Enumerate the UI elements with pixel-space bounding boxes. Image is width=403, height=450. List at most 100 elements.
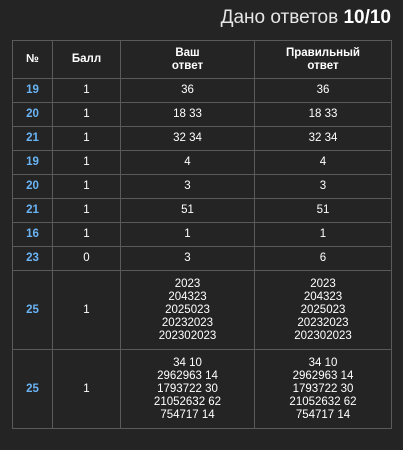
cell-line: 21052632 62 xyxy=(153,395,222,408)
cell-line: 36 xyxy=(181,84,194,96)
cell-line: 3 xyxy=(184,180,191,192)
cell-line: 3 xyxy=(184,252,191,264)
cell-line: 204323 xyxy=(168,290,207,303)
cell-line: 2023 xyxy=(174,277,201,290)
answer-cell: 1 xyxy=(120,222,255,247)
score-cell: 1 xyxy=(52,150,121,175)
cell-line: 754717 14 xyxy=(295,408,351,421)
table-row: 19 1 36 36 xyxy=(12,78,392,103)
cell-line: 18 33 xyxy=(308,108,338,120)
answer-cell: 51 xyxy=(120,198,255,223)
results-table: № Балл Ваш ответ Правильный ответ 19 1 36 36 20 1 1… xyxy=(12,40,392,429)
task-number: 19 xyxy=(12,78,53,103)
task-number: 20 xyxy=(12,102,53,127)
table-row: 25 1 34 10 2962963 14 1793722 30 21052632 62 7… xyxy=(12,349,392,429)
cell-line: 6 xyxy=(319,252,327,264)
table-row: 20 1 3 3 xyxy=(12,174,392,199)
answer-cell: 2023 204323 2025023 20232023 202302023 xyxy=(120,270,255,350)
answer-cell: 34 10 2962963 14 1793722 30 21052632 62 7547… xyxy=(254,349,392,429)
answer-cell: 3 xyxy=(254,174,392,199)
cell-line: 21052632 62 xyxy=(289,395,357,408)
task-number: 25 xyxy=(12,270,53,350)
answer-cell: 4 xyxy=(254,150,392,175)
table-row: 21 1 51 51 xyxy=(12,198,392,223)
column-header: Ваш ответ xyxy=(120,40,255,79)
answer-cell: 3 xyxy=(120,246,255,271)
cell-line: 1793722 30 xyxy=(292,382,354,395)
task-number: 23 xyxy=(12,246,53,271)
cell-line: 4 xyxy=(184,156,191,168)
table-body: 19 1 36 36 20 1 18 33 18 33 21 1 32 34 32 34 19 1 4 4 20… xyxy=(12,78,392,429)
answer-cell: 4 xyxy=(120,150,255,175)
answer-cell: 3 xyxy=(120,174,255,199)
cell-line: 36 xyxy=(316,84,330,96)
column-header: Балл xyxy=(52,40,121,79)
cell-line: № xyxy=(26,53,39,65)
cell-line: 34 10 xyxy=(173,356,202,369)
score-cell: 1 xyxy=(52,126,121,151)
answer-cell: 1 xyxy=(254,222,392,247)
cell-line: 18 33 xyxy=(173,108,202,120)
cell-line: 51 xyxy=(316,204,330,216)
score-cell: 1 xyxy=(52,222,121,247)
answer-cell: 18 33 xyxy=(254,102,392,127)
cell-line: 32 34 xyxy=(173,132,202,144)
table-row: 19 1 4 4 xyxy=(12,150,392,175)
header-row: № Балл Ваш ответ Правильный ответ xyxy=(12,40,392,79)
answer-cell: 36 xyxy=(254,78,392,103)
cell-line: 20232023 xyxy=(161,316,214,329)
cell-line: 3 xyxy=(319,180,327,192)
task-number: 21 xyxy=(12,126,53,151)
cell-line: 2025023 xyxy=(300,303,346,316)
score-cell: 1 xyxy=(52,349,121,429)
cell-line: 2962963 14 xyxy=(157,369,218,382)
cell-line: 4 xyxy=(319,156,327,168)
table-row: 23 0 3 6 xyxy=(12,246,392,271)
answer-cell: 32 34 xyxy=(254,126,392,151)
score-cell: 1 xyxy=(52,270,121,350)
cell-line: 1 xyxy=(184,228,191,240)
score-cell: 1 xyxy=(52,174,121,199)
score-cell: 1 xyxy=(52,198,121,223)
cell-line: 202302023 xyxy=(294,329,352,342)
header-title: Дано ответов xyxy=(220,7,339,28)
cell-line: 754717 14 xyxy=(160,408,215,421)
cell-line: 20232023 xyxy=(297,316,349,329)
answer-cell: 2023 204323 2025023 20232023 202302023 xyxy=(254,270,392,350)
column-header: № xyxy=(12,40,53,79)
cell-line: Балл xyxy=(71,53,102,65)
answer-cell: 36 xyxy=(120,78,255,103)
cell-line: 34 10 xyxy=(308,356,338,369)
score-cell: 0 xyxy=(52,246,121,271)
answer-cell: 18 33 xyxy=(120,102,255,127)
cell-line: ответ xyxy=(307,59,339,72)
cell-line: 51 xyxy=(181,204,194,216)
score-cell: 1 xyxy=(52,102,121,127)
task-number: 25 xyxy=(12,349,53,429)
cell-line: 2962963 14 xyxy=(292,369,354,382)
task-number: 20 xyxy=(12,174,53,199)
table-row: 21 1 32 34 32 34 xyxy=(12,126,392,151)
header: Дано ответов 10/10 xyxy=(221,7,391,29)
header-score: 10/10 xyxy=(343,7,391,28)
score-cell: 1 xyxy=(52,78,121,103)
cell-line: Правильный xyxy=(285,46,361,59)
cell-line: 32 34 xyxy=(308,132,338,144)
task-number: 21 xyxy=(12,198,53,223)
cell-line: 202302023 xyxy=(158,329,217,342)
cell-line: 2023 xyxy=(310,277,336,290)
cell-line: 1 xyxy=(319,228,327,240)
cell-line: ответ xyxy=(171,59,204,72)
table-row: 25 1 2023 204323 2025023 20232023 202302023 202… xyxy=(12,270,392,350)
cell-line: 2025023 xyxy=(165,303,210,316)
cell-line: 204323 xyxy=(303,290,343,303)
answer-cell: 34 10 2962963 14 1793722 30 21052632 62 7547… xyxy=(120,349,255,429)
table-row: 20 1 18 33 18 33 xyxy=(12,102,392,127)
answer-cell: 51 xyxy=(254,198,392,223)
table-row: 16 1 1 1 xyxy=(12,222,392,247)
answer-cell: 6 xyxy=(254,246,392,271)
task-number: 19 xyxy=(12,150,53,175)
cell-line: 1793722 30 xyxy=(157,382,218,395)
column-header: Правильный ответ xyxy=(254,40,392,79)
